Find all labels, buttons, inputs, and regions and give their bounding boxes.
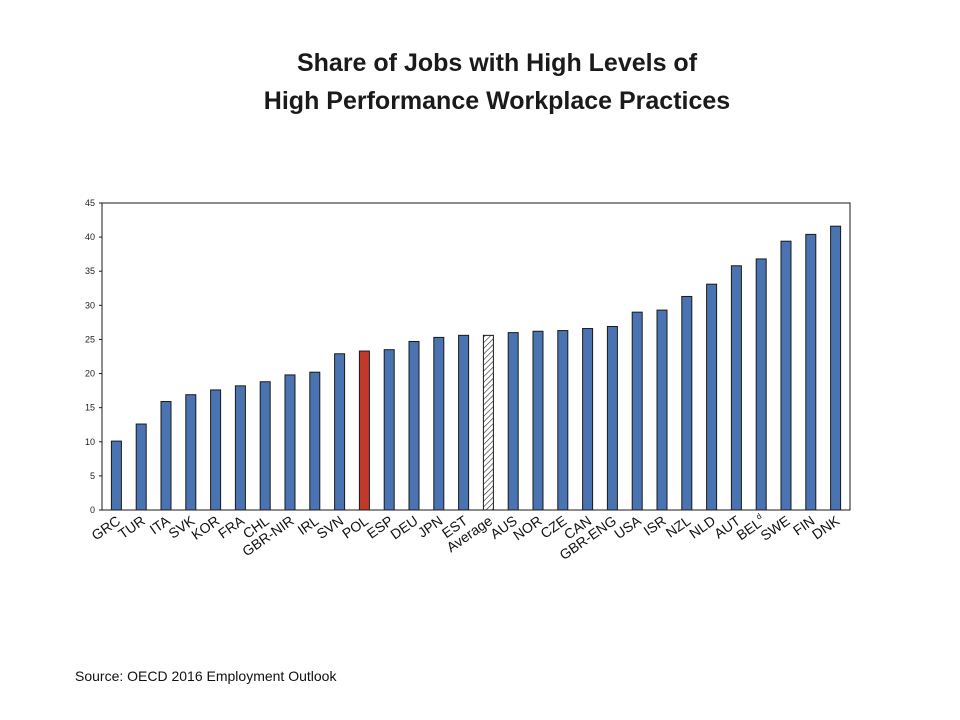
bar-ita — [160, 401, 172, 511]
bar-kor — [210, 389, 222, 511]
bar-bel — [755, 258, 767, 511]
y-tick-label: 5 — [90, 471, 95, 481]
bar-nld — [706, 283, 718, 511]
bar-gbr-nir — [284, 374, 296, 511]
x-tick-label-superscript: d — [755, 512, 764, 522]
chart-title-line-2: High Performance Workplace Practices — [263, 87, 731, 115]
bars — [110, 225, 842, 511]
chart-title: Share of Jobs with High Levels of High P… — [0, 44, 960, 120]
bar-dnk — [830, 225, 842, 511]
x-tick-label: SWE — [757, 512, 792, 543]
bar-gbr-eng — [606, 325, 618, 511]
x-tick-label: USA — [611, 512, 644, 542]
bar-nzl — [681, 295, 693, 511]
bar-svk — [185, 394, 197, 511]
bar-cze — [557, 330, 569, 511]
bar-aut — [730, 265, 742, 511]
x-tick-label: TUR — [115, 512, 148, 542]
y-tick-label: 25 — [85, 334, 95, 344]
y-tick-label: 35 — [85, 266, 95, 276]
bar-jpn — [433, 336, 445, 511]
bar-chl — [259, 381, 271, 511]
bar-svn — [334, 353, 346, 511]
bar-fra — [234, 385, 246, 511]
y-tick-label: 10 — [85, 437, 95, 447]
source-note: Source: OECD 2016 Employment Outlook — [75, 668, 337, 684]
x-tick-label: DNK — [809, 512, 843, 542]
bar-deu — [408, 340, 420, 511]
plot-area — [101, 202, 851, 511]
bar-usa — [631, 311, 643, 511]
bar-can — [582, 328, 594, 511]
y-tick-label: 40 — [85, 232, 95, 242]
bar-pol — [358, 350, 370, 511]
y-tick-label: 45 — [85, 198, 95, 208]
x-axis-labels: GRCTURITASVKKORFRACHLGBR-NIRIRLSVNPOLESP… — [88, 512, 842, 563]
chart-title-line-1: Share of Jobs with High Levels of — [296, 49, 698, 77]
bar-esp — [383, 349, 395, 511]
y-tick-label: 20 — [85, 369, 95, 379]
bar-aus — [507, 332, 519, 511]
y-tick-label: 30 — [85, 300, 95, 310]
bar-average — [482, 334, 494, 511]
bar-irl — [309, 371, 321, 511]
bar-swe — [780, 240, 792, 511]
y-tick-label: 0 — [90, 505, 95, 515]
bar-est — [458, 334, 470, 511]
y-axis: 0 5 10 15 20 25 30 35 40 45 — [85, 198, 102, 515]
bar-tur — [135, 423, 147, 511]
bar-isr — [656, 309, 668, 511]
bar-fin — [805, 233, 817, 511]
y-tick-label: 15 — [85, 403, 95, 413]
bar-grc — [110, 440, 122, 511]
bar-nor — [532, 330, 544, 511]
